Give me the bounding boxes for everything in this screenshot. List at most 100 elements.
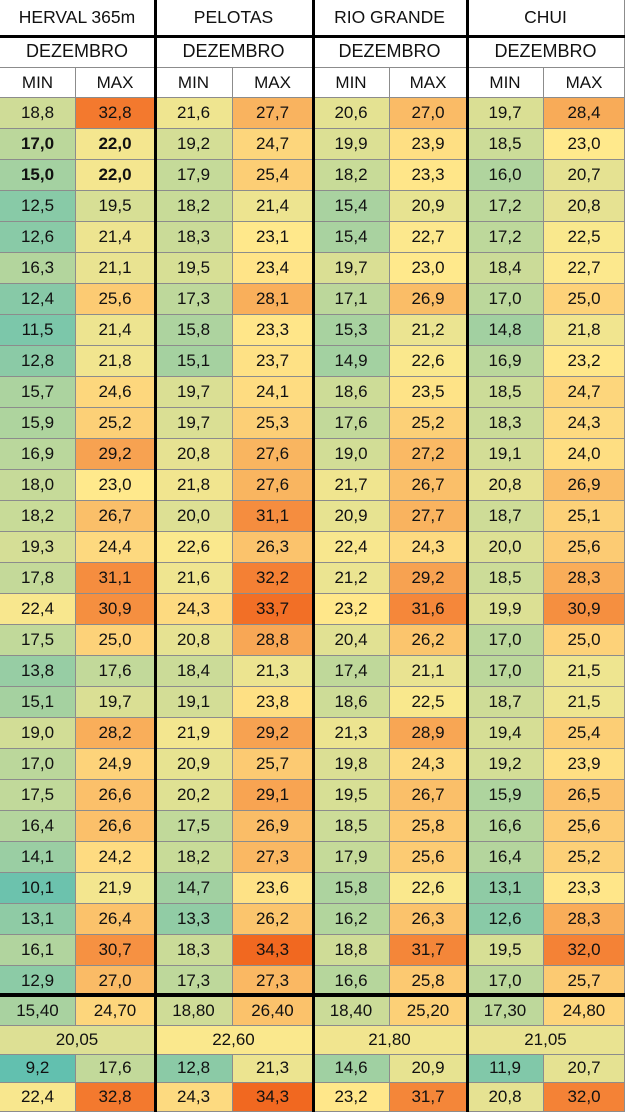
month-label: DEZEMBRO — [467, 36, 625, 68]
max-temp-cell: 23,0 — [390, 253, 467, 284]
min-temp-cell: 20,8 — [467, 470, 544, 501]
min-temp-cell: 20,6 — [313, 98, 390, 129]
max-temp-cell: 24,4 — [76, 532, 155, 563]
lowest-max-cell: 20,9 — [390, 1054, 467, 1084]
min-temp-cell: 19,7 — [313, 253, 390, 284]
min-temp-cell: 18,5 — [313, 811, 390, 842]
highest-max-cell: 34,3 — [233, 1083, 313, 1112]
min-temp-cell: 21,3 — [313, 718, 390, 749]
station-name: CHUI — [467, 0, 625, 36]
max-temp-cell: 24,7 — [544, 377, 625, 408]
max-temp-cell: 24,3 — [390, 532, 467, 563]
min-temp-cell: 16,4 — [467, 842, 544, 873]
max-temp-cell: 21,5 — [544, 687, 625, 718]
min-temp-cell: 19,4 — [467, 718, 544, 749]
max-temp-cell: 27,7 — [233, 98, 313, 129]
min-temp-cell: 19,7 — [155, 408, 233, 439]
lowest-min-cell: 9,2 — [0, 1054, 76, 1084]
max-temp-cell: 21,4 — [233, 191, 313, 222]
average-max-cell: 25,20 — [390, 997, 467, 1026]
max-temp-cell: 32,0 — [544, 935, 625, 966]
highest-min-cell: 22,4 — [0, 1083, 76, 1112]
max-temp-cell: 31,1 — [76, 563, 155, 594]
average-overall-cell: 20,05 — [0, 1025, 155, 1055]
min-temp-cell: 15,7 — [0, 377, 76, 408]
min-temp-cell: 19,0 — [0, 718, 76, 749]
max-temp-cell: 25,0 — [76, 625, 155, 656]
min-temp-cell: 21,8 — [155, 470, 233, 501]
max-temp-cell: 30,7 — [76, 935, 155, 966]
min-temp-cell: 18,0 — [0, 470, 76, 501]
max-temp-cell: 25,6 — [544, 811, 625, 842]
highest-max-cell: 32,8 — [76, 1083, 155, 1112]
min-temp-cell: 17,8 — [0, 563, 76, 594]
min-temp-cell: 18,5 — [467, 563, 544, 594]
max-temp-cell: 23,9 — [390, 129, 467, 160]
min-temp-cell: 19,5 — [155, 253, 233, 284]
min-temp-cell: 18,5 — [467, 129, 544, 160]
min-temp-cell: 18,5 — [467, 377, 544, 408]
min-temp-cell: 17,1 — [313, 284, 390, 315]
min-temp-cell: 17,9 — [155, 160, 233, 191]
min-temp-cell: 14,8 — [467, 315, 544, 346]
max-temp-cell: 22,7 — [390, 222, 467, 253]
lowest-min-cell: 12,8 — [155, 1054, 233, 1084]
min-temp-cell: 18,2 — [155, 191, 233, 222]
max-temp-cell: 26,2 — [390, 625, 467, 656]
max-temp-cell: 20,9 — [390, 191, 467, 222]
min-temp-cell: 19,7 — [467, 98, 544, 129]
max-temp-cell: 31,7 — [390, 935, 467, 966]
max-temp-cell: 24,6 — [76, 377, 155, 408]
lowest-min-cell: 14,6 — [313, 1054, 390, 1084]
max-temp-cell: 23,0 — [76, 470, 155, 501]
max-temp-cell: 28,1 — [233, 284, 313, 315]
min-temp-cell: 15,4 — [313, 191, 390, 222]
min-temp-cell: 19,0 — [313, 439, 390, 470]
max-temp-cell: 26,9 — [233, 811, 313, 842]
max-temp-cell: 22,0 — [76, 129, 155, 160]
max-temp-cell: 28,3 — [544, 563, 625, 594]
min-temp-cell: 20,2 — [155, 780, 233, 811]
max-temp-cell: 29,1 — [233, 780, 313, 811]
max-temp-cell: 25,2 — [390, 408, 467, 439]
min-temp-cell: 13,1 — [0, 904, 76, 935]
min-temp-cell: 22,4 — [313, 532, 390, 563]
min-temp-cell: 17,2 — [467, 191, 544, 222]
min-temp-cell: 19,3 — [0, 532, 76, 563]
max-column-header: MAX — [390, 68, 467, 98]
min-temp-cell: 18,3 — [467, 408, 544, 439]
min-temp-cell: 16,9 — [467, 346, 544, 377]
min-temp-cell: 18,8 — [313, 935, 390, 966]
min-temp-cell: 15,9 — [0, 408, 76, 439]
min-temp-cell: 14,7 — [155, 873, 233, 904]
min-temp-cell: 19,1 — [467, 439, 544, 470]
min-temp-cell: 15,9 — [467, 780, 544, 811]
average-max-cell: 24,70 — [76, 997, 155, 1026]
min-temp-cell: 18,2 — [313, 160, 390, 191]
min-temp-cell: 12,6 — [0, 222, 76, 253]
column-divider — [465, 0, 469, 1112]
min-temp-cell: 12,4 — [0, 284, 76, 315]
min-temp-cell: 16,3 — [0, 253, 76, 284]
min-temp-cell: 17,3 — [155, 284, 233, 315]
max-temp-cell: 25,1 — [544, 501, 625, 532]
min-temp-cell: 19,2 — [467, 749, 544, 780]
max-temp-cell: 22,5 — [544, 222, 625, 253]
min-temp-cell: 16,4 — [0, 811, 76, 842]
min-temp-cell: 19,8 — [313, 749, 390, 780]
max-temp-cell: 23,8 — [233, 687, 313, 718]
max-temp-cell: 27,0 — [390, 98, 467, 129]
min-temp-cell: 17,5 — [155, 811, 233, 842]
max-temp-cell: 31,6 — [390, 594, 467, 625]
min-temp-cell: 13,3 — [155, 904, 233, 935]
highest-min-cell: 20,8 — [467, 1083, 544, 1112]
min-temp-cell: 22,6 — [155, 532, 233, 563]
max-temp-cell: 20,7 — [544, 160, 625, 191]
min-column-header: MIN — [467, 68, 544, 98]
max-temp-cell: 23,4 — [233, 253, 313, 284]
min-temp-cell: 21,2 — [313, 563, 390, 594]
min-temp-cell: 18,2 — [155, 842, 233, 873]
max-temp-cell: 25,6 — [76, 284, 155, 315]
min-temp-cell: 18,7 — [467, 687, 544, 718]
max-temp-cell: 29,2 — [76, 439, 155, 470]
